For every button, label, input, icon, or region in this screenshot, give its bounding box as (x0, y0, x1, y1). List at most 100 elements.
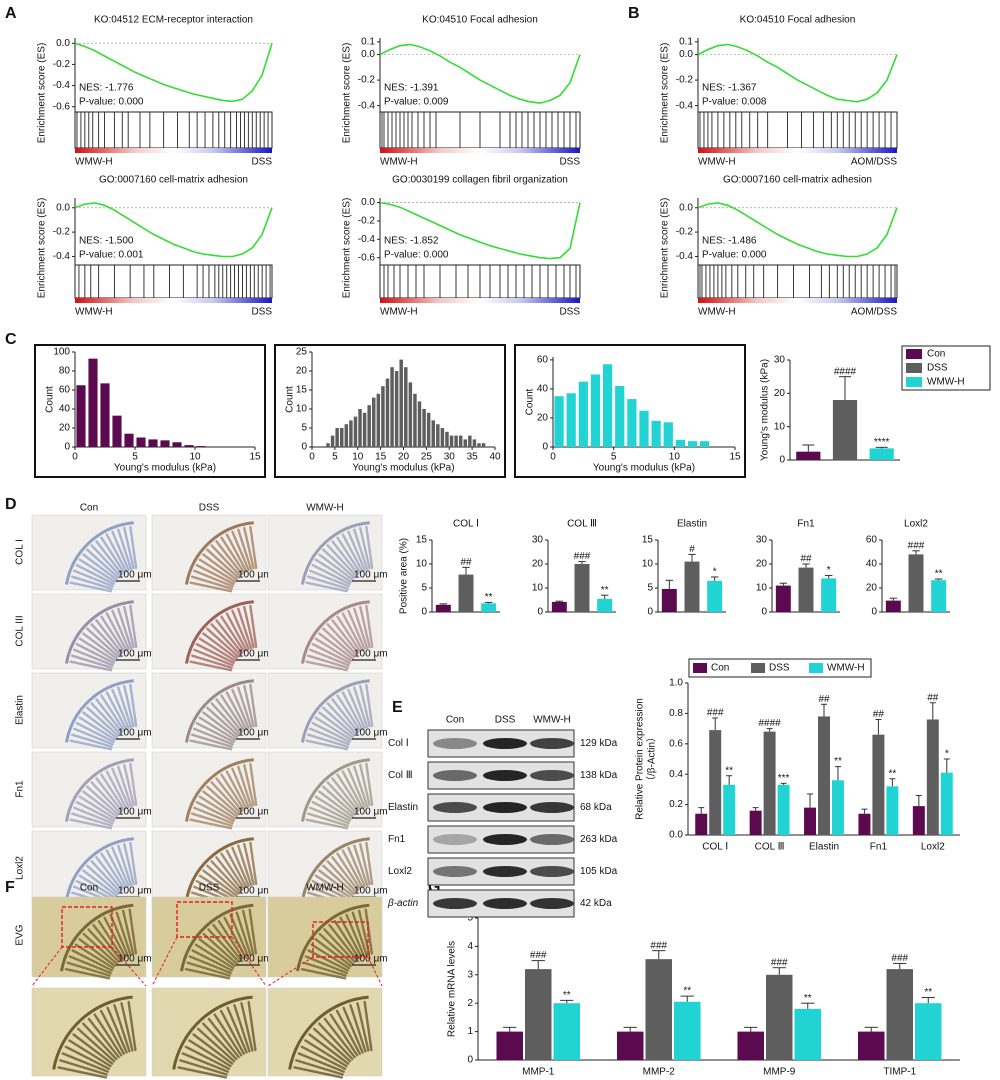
y-tick-label: 30 (532, 535, 544, 546)
scale-label: 100 μm (118, 728, 152, 739)
villus (311, 721, 351, 744)
villus (341, 612, 364, 652)
villus (336, 536, 362, 574)
panel-frame (274, 344, 506, 478)
villus (68, 955, 112, 975)
bar (709, 730, 722, 835)
villus (347, 688, 366, 730)
villus (202, 932, 238, 965)
villus (129, 604, 138, 648)
y-tick-label: -0.2 (358, 216, 376, 227)
villus (336, 694, 362, 732)
villus (78, 795, 117, 820)
x-tick-label: MMP-1 (522, 1067, 555, 1078)
y-tick-label: 20 (296, 366, 308, 377)
villus (351, 911, 368, 956)
y-tick-label: -0.4 (358, 100, 376, 111)
villus (322, 785, 356, 816)
y-tick-label: 15 (296, 385, 308, 396)
y-tick-label: -0.2 (53, 59, 71, 70)
panel-label: B (628, 5, 640, 22)
chart-title: GO:0007160 cell-matrix adhesion (99, 175, 248, 186)
y-tick-label: 10 (756, 583, 768, 594)
muscle-wall (64, 521, 134, 585)
villus (305, 660, 349, 672)
villus (331, 698, 360, 734)
bar (798, 567, 814, 612)
villus (78, 637, 117, 662)
hist-bar (463, 439, 468, 447)
y-tick-label: 30 (756, 535, 768, 546)
y-axis-label: Relative mRNA levels (447, 941, 458, 1037)
hist-bar (615, 386, 625, 447)
villus (129, 762, 138, 806)
hist-bar (148, 439, 158, 447)
x-tick-label: 15 (729, 452, 741, 463)
significance: ### (908, 540, 925, 551)
villus (76, 1027, 116, 1063)
x-tick-label: COL Ⅰ (702, 842, 728, 853)
nes-label: NES: -1.367 (702, 83, 757, 94)
villus (69, 660, 113, 672)
legend-label: WMW-H (927, 377, 965, 388)
band (433, 738, 477, 749)
villus (190, 654, 233, 669)
villus (314, 558, 353, 583)
villus (95, 698, 124, 734)
y-tick-label: 1 (467, 1026, 473, 1037)
scale-label: 100 μm (354, 570, 388, 581)
villus (249, 683, 258, 727)
significance: ** (683, 986, 691, 997)
blot-row-label: Loxl2 (388, 866, 412, 877)
y-tick-label: 0.8 (669, 708, 683, 719)
y-tick-label: 80 (59, 366, 71, 377)
hist-bar (367, 405, 371, 447)
villus (323, 1017, 356, 1059)
legend-label: DSS (927, 363, 948, 374)
y-tick-label: 10 (532, 583, 544, 594)
es-curve (379, 43, 581, 104)
villus (314, 795, 353, 820)
villus (326, 860, 358, 893)
significance: ** (563, 990, 571, 1001)
legend-swatch (906, 363, 922, 373)
villus (189, 660, 233, 672)
y-tick-label: 25 (296, 347, 308, 358)
villus (302, 961, 347, 977)
bar (908, 554, 924, 612)
villus (78, 874, 117, 899)
significance: ** (804, 993, 812, 1004)
villus (364, 908, 374, 955)
band (483, 866, 527, 877)
x-tick-label: TIMP-1 (883, 1067, 916, 1078)
significance: **** (874, 437, 890, 448)
y-tick-label: 0.0 (56, 38, 70, 49)
scale-label: 100 μm (354, 954, 388, 965)
villus (123, 763, 135, 807)
bar (777, 784, 790, 835)
y-tick-label: -0.4 (53, 251, 71, 262)
muscle-wall (184, 837, 254, 901)
hist-bar (112, 415, 122, 447)
significance: *** (778, 773, 790, 784)
bar (926, 719, 939, 835)
villus (359, 526, 371, 570)
villus (82, 932, 118, 965)
hist-bar (417, 401, 422, 447)
villus (202, 711, 238, 739)
villus (322, 706, 356, 737)
villus (335, 1009, 361, 1055)
villus (190, 575, 233, 590)
villus (243, 605, 255, 649)
chart-title: GO:0007160 cell-matrix adhesion (723, 175, 872, 186)
muscle-wall (296, 903, 370, 972)
villus (206, 548, 240, 579)
villus (75, 721, 115, 744)
villus (117, 765, 133, 808)
muscle-wall (300, 758, 370, 822)
villus (223, 916, 247, 958)
es-curve (379, 201, 581, 260)
villus (82, 869, 118, 897)
villus (193, 727, 234, 746)
